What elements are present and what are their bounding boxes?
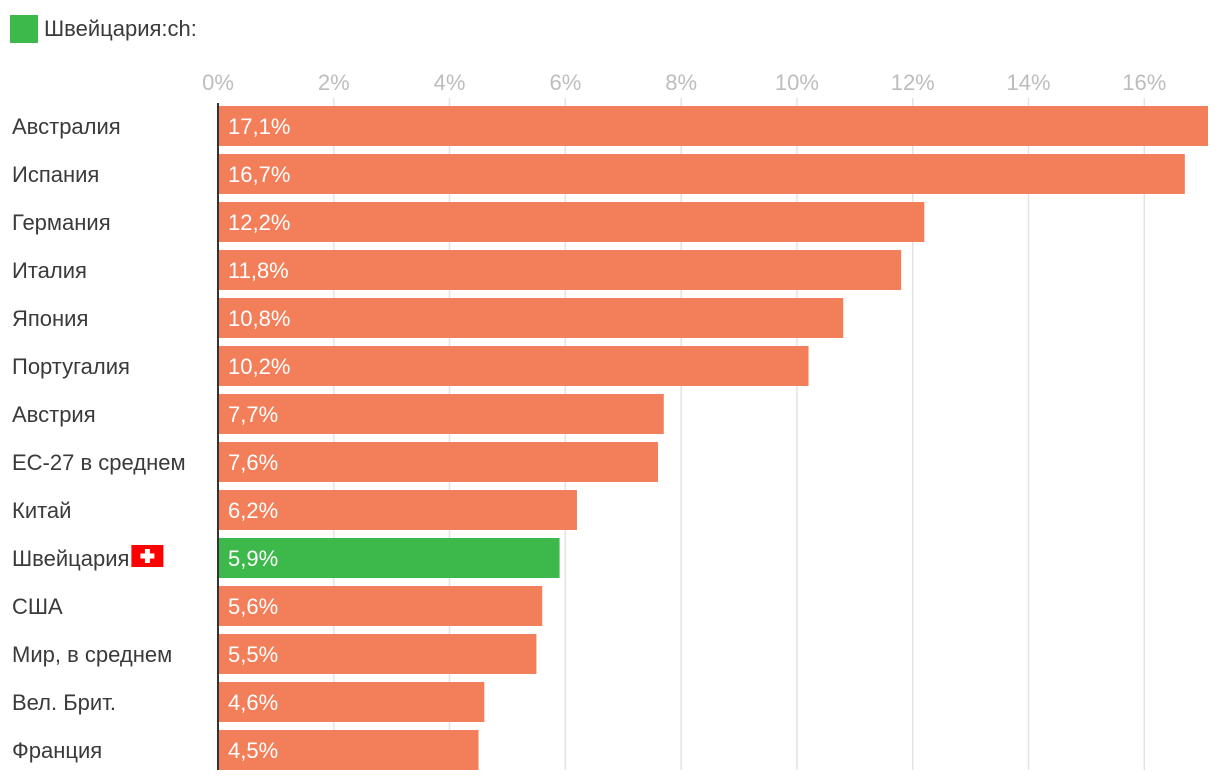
category-label: Мир, в среднем	[12, 642, 172, 667]
value-label: 17,1%	[228, 114, 290, 139]
bar	[218, 394, 664, 434]
x-tick-label: 8%	[665, 70, 697, 95]
x-tick-label: 4%	[434, 70, 466, 95]
bar	[218, 154, 1185, 194]
legend-swatch	[10, 15, 38, 43]
value-label: 6,2%	[228, 498, 278, 523]
value-label: 4,6%	[228, 690, 278, 715]
legend-label: Швейцария:ch:	[44, 16, 197, 41]
bar	[218, 682, 485, 722]
bar	[218, 106, 1208, 146]
value-label: 5,9%	[228, 546, 278, 571]
bar	[218, 202, 925, 242]
value-labels: 17,1% 16,7% 12,2% 11,8% 10,8% 10,2% 7,7% 7,6% 6,…	[228, 114, 290, 763]
category-label: Португалия	[12, 354, 130, 379]
bar	[218, 538, 560, 578]
value-label: 12,2%	[228, 210, 290, 235]
value-label: 16,7%	[228, 162, 290, 187]
category-label: Австрия	[12, 402, 96, 427]
value-label: 7,7%	[228, 402, 278, 427]
bar	[218, 586, 543, 626]
flag-cross-horizontal	[140, 553, 155, 559]
value-label: 4,5%	[228, 738, 278, 763]
category-label: Италия	[12, 258, 87, 283]
value-label: 5,5%	[228, 642, 278, 667]
x-tick-label: 14%	[1007, 70, 1051, 95]
category-label: Швейцария	[12, 546, 129, 571]
category-labels: Австралия Испания Германия Италия Япония Порт…	[12, 114, 186, 763]
bar	[218, 634, 537, 674]
bar	[218, 490, 577, 530]
bar	[218, 442, 658, 482]
x-tick-label: 6%	[549, 70, 581, 95]
bar	[218, 250, 902, 290]
x-tick-label: 0%	[202, 70, 234, 95]
bars	[218, 106, 1208, 770]
value-label: 7,6%	[228, 450, 278, 475]
category-label: Китай	[12, 498, 71, 523]
bar	[218, 298, 844, 338]
category-label: Вел. Брит.	[12, 690, 116, 715]
category-label: Австралия	[12, 114, 121, 139]
category-label: Испания	[12, 162, 99, 187]
value-label: 10,2%	[228, 354, 290, 379]
category-label: Франция	[12, 738, 102, 763]
legend: Швейцария:ch:	[10, 14, 197, 44]
category-label: Япония	[12, 306, 88, 331]
bar	[218, 346, 809, 386]
swiss-flag-icon	[131, 545, 164, 567]
value-label: 10,8%	[228, 306, 290, 331]
bar	[218, 730, 479, 770]
x-tick-label: 12%	[891, 70, 935, 95]
category-label: ЕС-27 в среднем	[12, 450, 186, 475]
category-label: Германия	[12, 210, 111, 235]
x-tick-label: 16%	[1122, 70, 1166, 95]
value-label: 11,8%	[228, 258, 289, 283]
category-label: США	[12, 594, 63, 619]
x-tick-label: 10%	[775, 70, 819, 95]
value-label: 5,6%	[228, 594, 278, 619]
x-axis-ticks: 0% 2% 4% 6% 8% 10% 12% 14% 16%	[202, 70, 1166, 95]
x-tick-label: 2%	[318, 70, 350, 95]
